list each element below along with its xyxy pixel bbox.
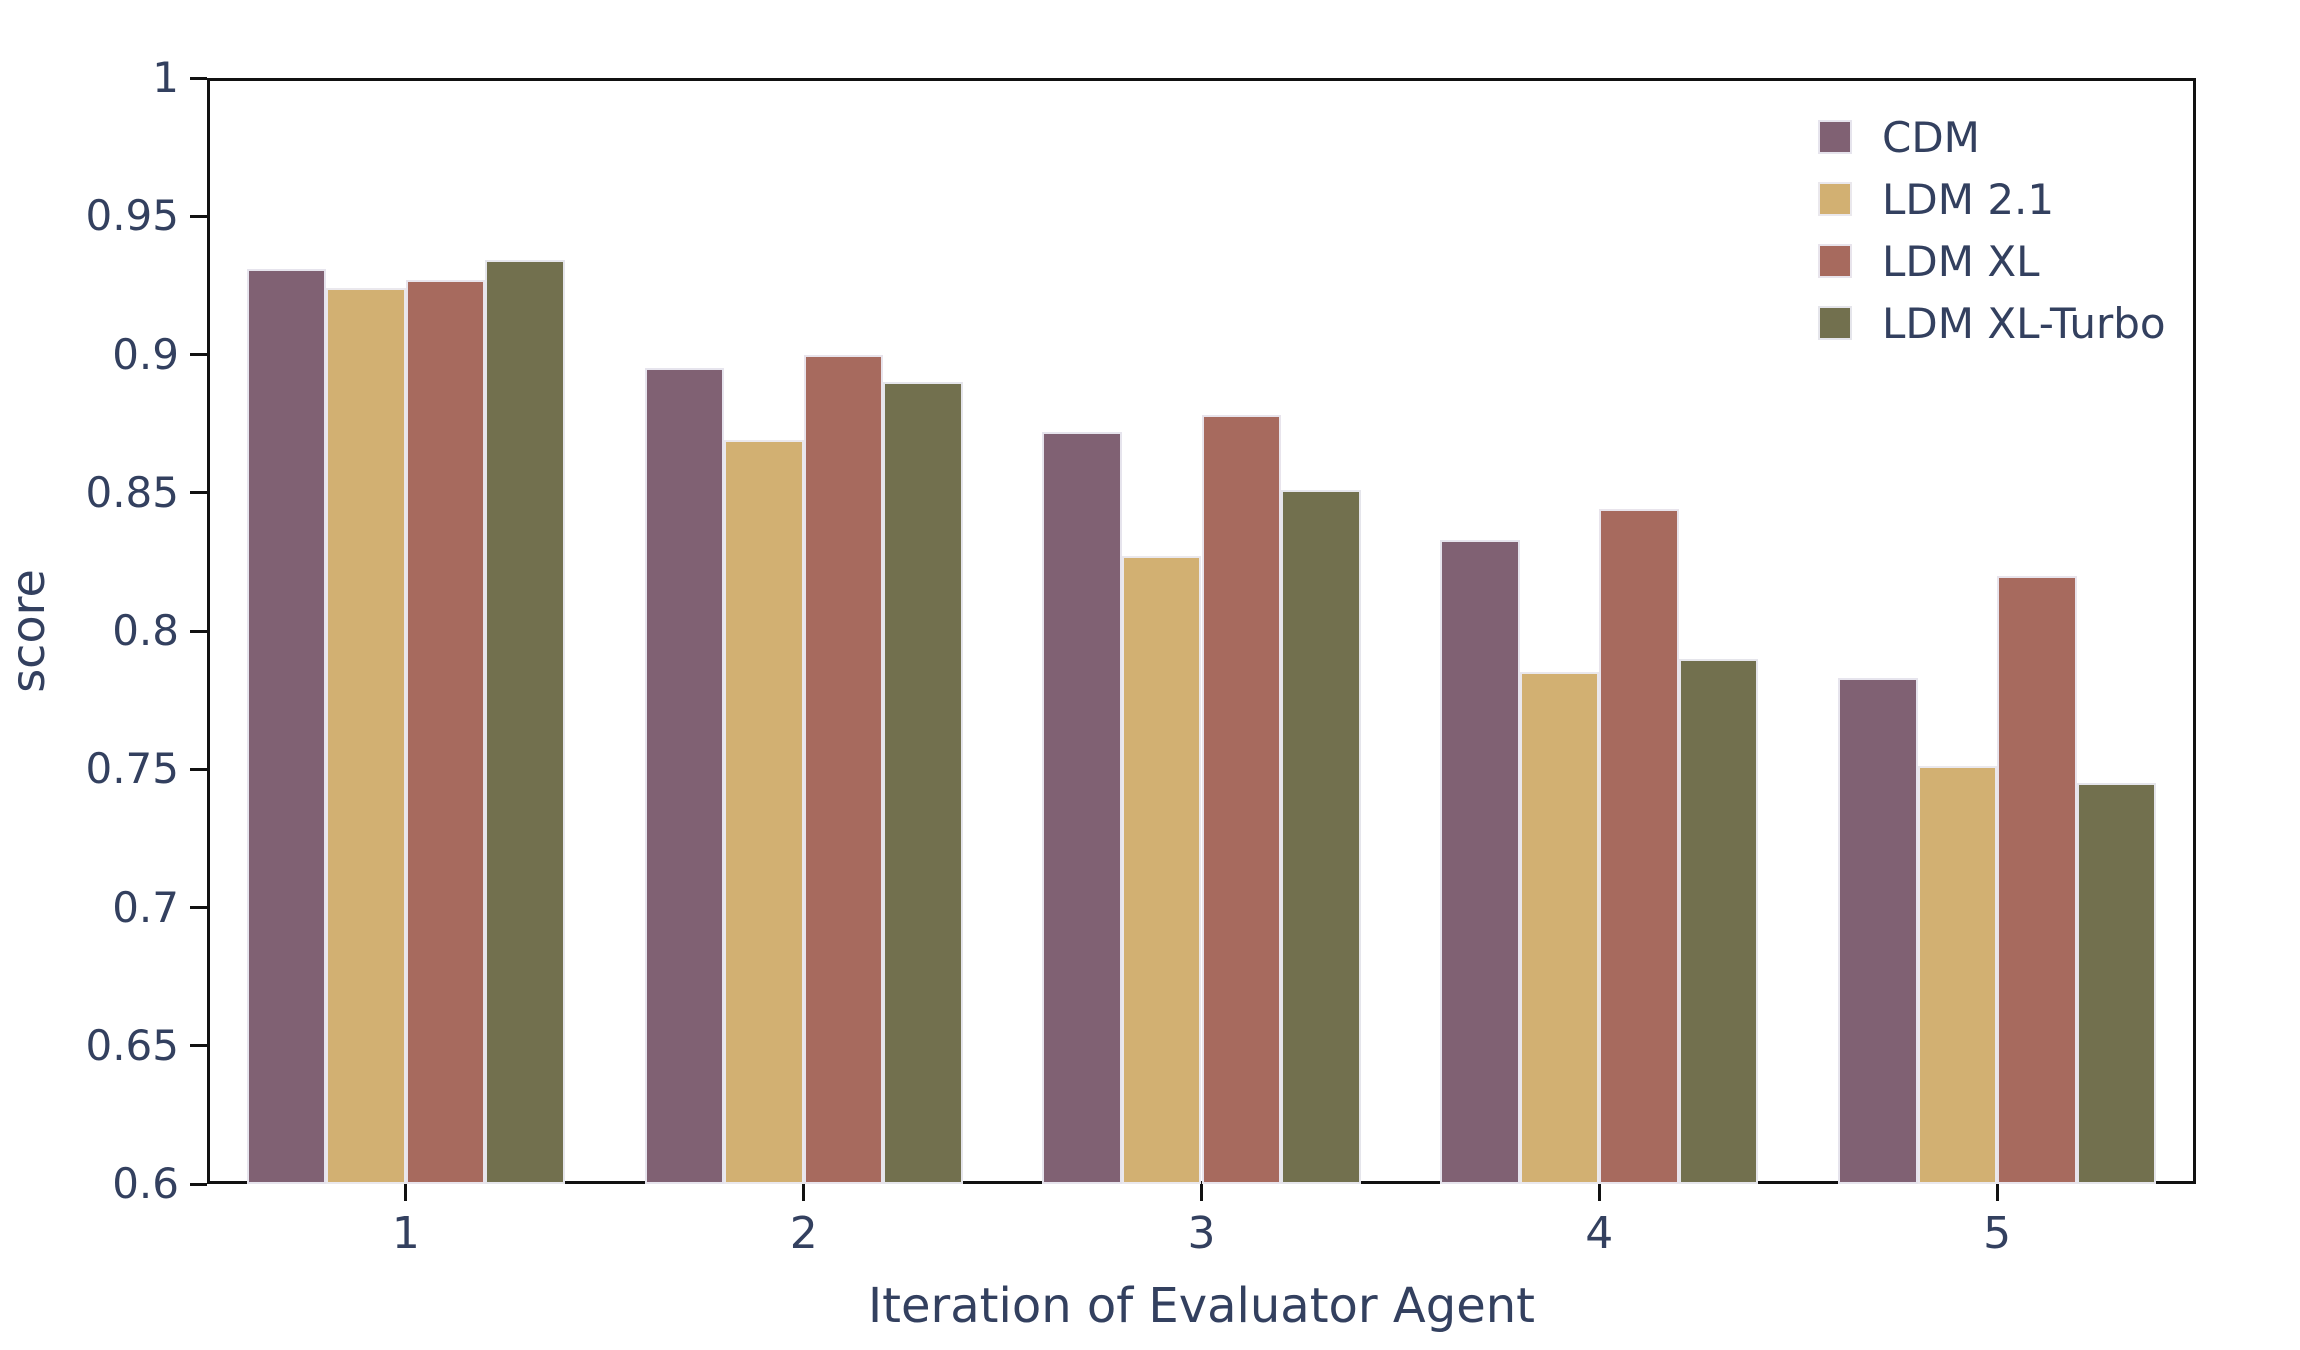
x-tick-mark [802,1184,806,1201]
bar [1121,556,1202,1184]
bar [883,382,963,1184]
bar [1281,489,1361,1184]
bar [644,368,725,1184]
legend-label: LDM XL-Turbo [1882,298,2166,348]
legend-label: CDM [1882,112,1980,162]
bar [1678,658,1759,1184]
y-tick-label: 0.9 [112,329,179,379]
legend-label: LDM XL [1882,236,2040,286]
bar [1519,672,1600,1184]
y-tick-mark [190,214,207,218]
x-tick-label: 5 [1983,1208,2012,1259]
x-tick-mark [1200,1184,1203,1201]
y-tick-label: 0.7 [112,882,179,932]
legend-color-swatch [1818,120,1852,154]
legend-color-swatch [1818,306,1852,340]
legend-item: LDM 2.1 [1818,174,2055,224]
y-tick-label: 0.95 [85,191,179,241]
y-tick-mark [190,353,207,356]
bar [326,288,406,1184]
bar [1917,766,1998,1184]
y-tick-mark [190,1182,207,1186]
y-tick-label: 0.6 [112,1159,179,1208]
bar [1837,678,1918,1184]
bar [2076,783,2157,1184]
bar [724,440,804,1184]
x-tick-label: 1 [391,1208,420,1259]
bar [1201,415,1282,1184]
legend-item: LDM XL [1818,236,2040,286]
y-tick-label: 1 [152,53,179,102]
bar [803,354,884,1184]
bar [1997,575,2077,1184]
bar [485,260,565,1184]
x-tick-label: 3 [1187,1208,1216,1259]
y-tick-label: 0.75 [85,744,179,794]
y-tick-label: 0.65 [85,1020,179,1070]
y-tick-label: 0.8 [112,606,179,655]
legend-label: LDM 2.1 [1882,174,2055,224]
x-tick-label: 4 [1585,1208,1614,1259]
y-tick-mark [190,767,207,771]
y-tick-mark [190,629,207,633]
bar [1042,431,1122,1184]
bar [405,279,486,1184]
bar [246,268,327,1184]
legend-color-swatch [1818,244,1852,278]
x-tick-mark [404,1184,408,1201]
bar [1599,509,1679,1184]
y-tick-mark [190,491,207,495]
y-axis-title: score [1,569,55,693]
x-tick-mark [1995,1184,1999,1201]
legend-item: LDM XL-Turbo [1818,298,2166,348]
y-tick-mark [190,906,207,909]
legend-color-swatch [1818,182,1852,216]
y-tick-label: 0.85 [85,467,179,517]
x-tick-label: 2 [789,1208,818,1259]
y-tick-mark [190,1044,207,1048]
bar [1440,539,1520,1184]
y-tick-mark [190,76,207,80]
legend-item: CDM [1818,112,1980,162]
x-axis-title: Iteration of Evaluator Agent [868,1278,1535,1334]
x-tick-mark [1597,1184,1601,1201]
